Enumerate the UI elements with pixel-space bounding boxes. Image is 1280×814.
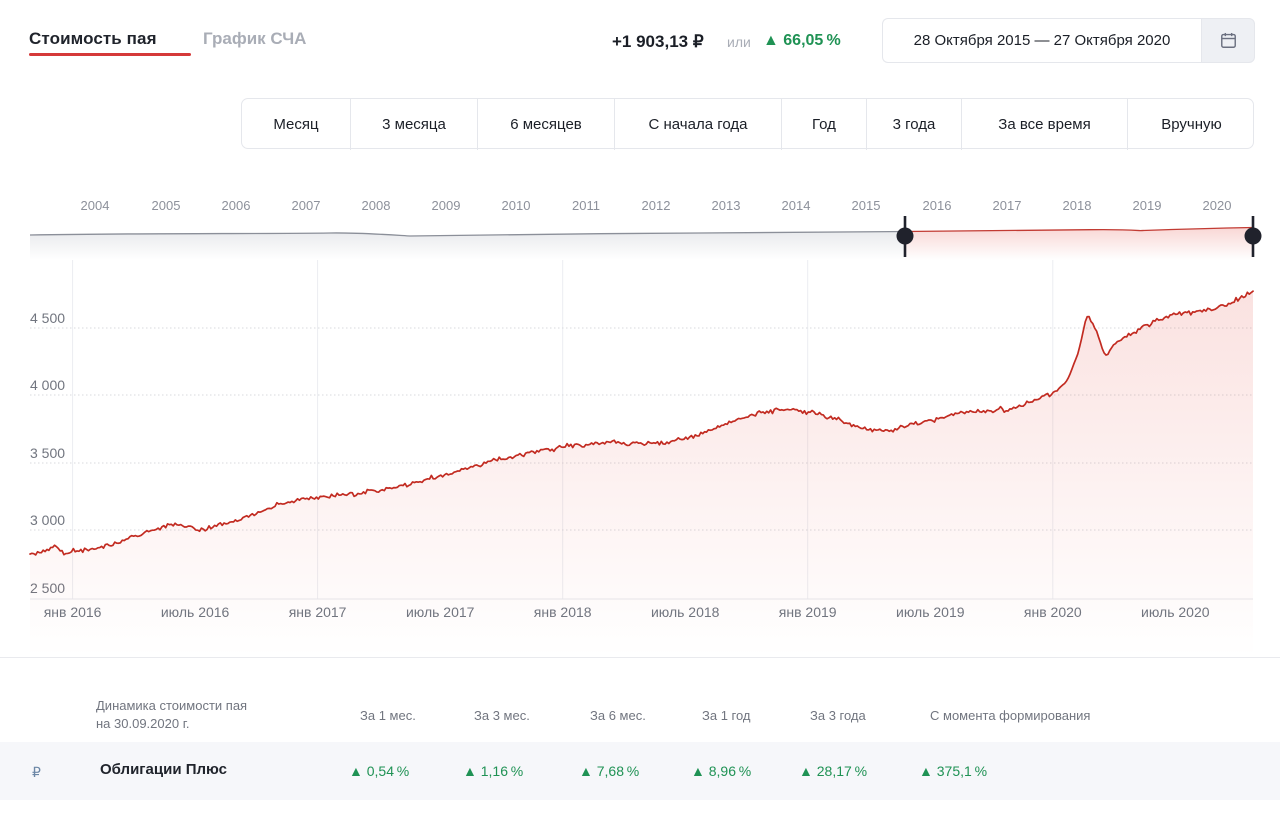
svg-text:2010: 2010 bbox=[502, 198, 531, 213]
svg-text:2013: 2013 bbox=[712, 198, 741, 213]
svg-text:4 000: 4 000 bbox=[30, 377, 65, 393]
svg-text:янв 2017: янв 2017 bbox=[289, 604, 347, 620]
svg-text:2007: 2007 bbox=[292, 198, 321, 213]
svg-text:янв 2019: янв 2019 bbox=[779, 604, 837, 620]
svg-text:2015: 2015 bbox=[852, 198, 881, 213]
svg-text:июль 2018: июль 2018 bbox=[651, 604, 720, 620]
svg-text:янв 2018: янв 2018 bbox=[534, 604, 592, 620]
svg-text:3 500: 3 500 bbox=[30, 445, 65, 461]
svg-text:3 000: 3 000 bbox=[30, 512, 65, 528]
svg-text:июль 2016: июль 2016 bbox=[161, 604, 230, 620]
svg-text:2016: 2016 bbox=[923, 198, 952, 213]
svg-text:2004: 2004 bbox=[81, 198, 110, 213]
svg-text:2012: 2012 bbox=[642, 198, 671, 213]
svg-text:июль 2017: июль 2017 bbox=[406, 604, 475, 620]
svg-text:июль 2020: июль 2020 bbox=[1141, 604, 1210, 620]
svg-text:2006: 2006 bbox=[222, 198, 251, 213]
svg-text:2009: 2009 bbox=[432, 198, 461, 213]
svg-text:2005: 2005 bbox=[152, 198, 181, 213]
svg-text:2018: 2018 bbox=[1063, 198, 1092, 213]
svg-text:2008: 2008 bbox=[362, 198, 391, 213]
svg-text:2020: 2020 bbox=[1203, 198, 1232, 213]
svg-text:4 500: 4 500 bbox=[30, 310, 65, 326]
svg-text:2011: 2011 bbox=[572, 198, 600, 213]
svg-text:2014: 2014 bbox=[782, 198, 811, 213]
svg-text:июль 2019: июль 2019 bbox=[896, 604, 965, 620]
svg-text:2019: 2019 bbox=[1133, 198, 1162, 213]
svg-text:янв 2016: янв 2016 bbox=[44, 604, 102, 620]
svg-text:2017: 2017 bbox=[993, 198, 1022, 213]
svg-text:янв 2020: янв 2020 bbox=[1024, 604, 1082, 620]
